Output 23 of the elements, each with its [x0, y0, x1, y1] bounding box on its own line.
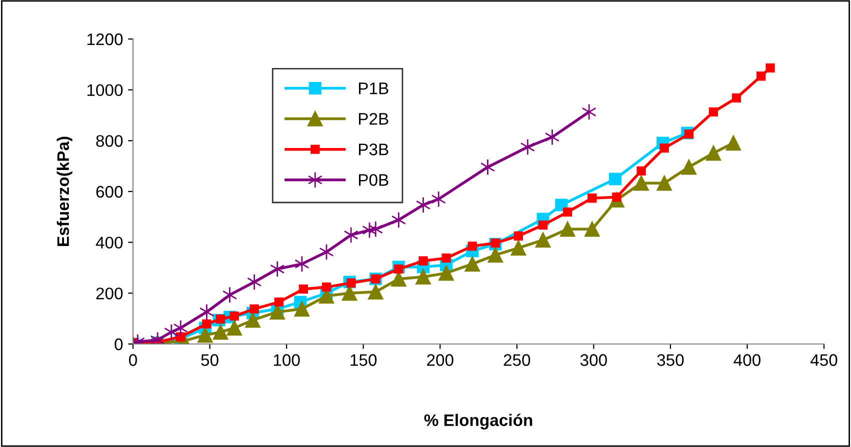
x-tick-label: 200 [427, 354, 454, 366]
y-tick-label: 800 [96, 135, 123, 147]
legend-label: P0B [358, 174, 388, 186]
x-tick-label: 150 [350, 354, 377, 366]
y-tick-label: 200 [96, 288, 123, 300]
x-tick-label: 400 [734, 354, 760, 366]
y-tick-label: 1200 [87, 33, 123, 46]
y-tick-label: 400 [96, 236, 123, 249]
x-axis-title: % Elongación [424, 414, 532, 430]
y-tick-label: 1000 [87, 84, 123, 96]
x-tick-label: 0 [129, 354, 137, 366]
y-tick-label: 600 [96, 186, 123, 198]
x-tick-label: 50 [201, 354, 218, 366]
y-axis-title: Esfuerzo(kPa) [56, 136, 72, 246]
x-tick-label: 250 [504, 354, 530, 366]
legend-label: P3B [358, 144, 388, 156]
x-tick-label: 300 [580, 354, 607, 366]
x-tick-label: 100 [274, 354, 300, 366]
y-tick-label: 0 [114, 338, 123, 350]
x-tick-label: 450 [810, 354, 838, 366]
legend-label: P1B [358, 82, 388, 94]
x-tick-label: 350 [657, 354, 684, 366]
legend-label: P2B [358, 112, 388, 125]
